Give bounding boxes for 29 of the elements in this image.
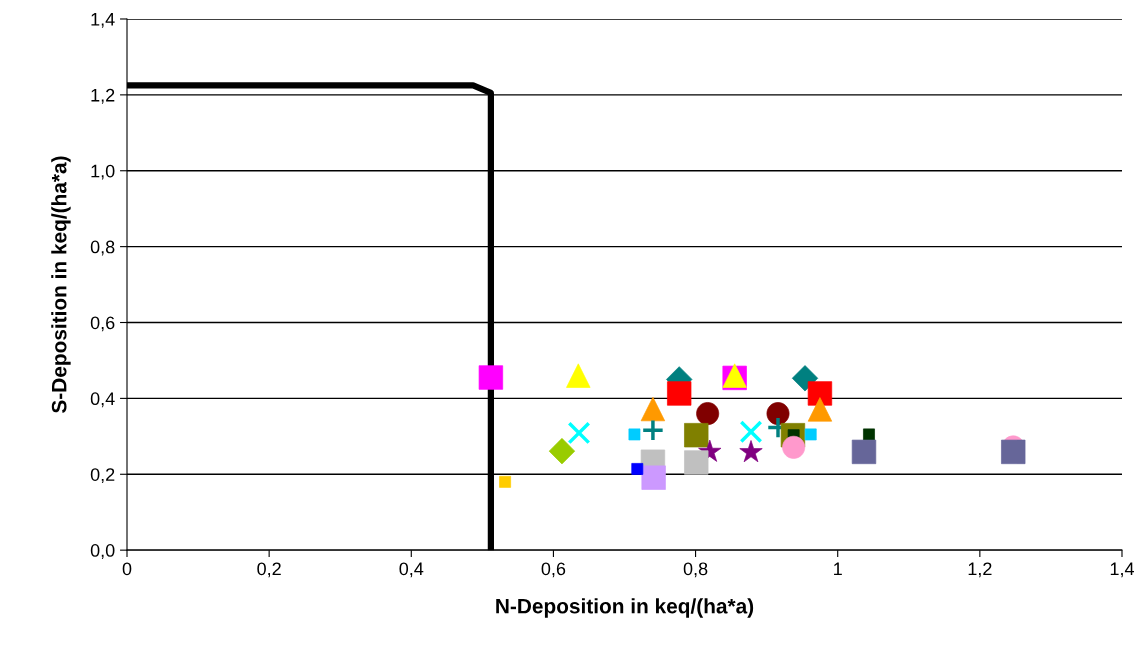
y-tick-label: 0,0 xyxy=(90,544,115,559)
y-tick-label: 1,4 xyxy=(91,13,115,28)
point xyxy=(640,396,666,422)
y-tick-label: 1,0 xyxy=(91,164,115,180)
x-tick-label: 0,4 xyxy=(399,562,424,578)
x-axis-title: N-Deposition in keq/(ha*a) xyxy=(496,598,754,618)
x-tick-label: 0 xyxy=(122,562,132,576)
point xyxy=(684,450,709,475)
point xyxy=(684,423,709,448)
point xyxy=(641,418,665,442)
y-tick-label: 0,2 xyxy=(90,468,115,484)
point xyxy=(567,421,591,445)
y-axis-title: S-Deposition in keq/(ha*a) xyxy=(51,156,71,414)
y-tick-label: 0,6 xyxy=(90,316,115,332)
point xyxy=(739,420,763,444)
point xyxy=(863,428,875,441)
point xyxy=(851,439,877,465)
x-tick-label: 0,2 xyxy=(257,562,281,578)
x-tick-label: 0,8 xyxy=(683,562,708,578)
y-tick-label: 0,8 xyxy=(90,240,115,256)
x-tick-label: 1,4 xyxy=(1110,562,1135,578)
x-tick-label: 1 xyxy=(834,562,842,576)
y-tick-label: 1,2 xyxy=(91,88,115,104)
point xyxy=(667,381,692,406)
x-tick-label: 1,2 xyxy=(968,562,992,578)
y-tick-label: 0,4 xyxy=(90,392,115,408)
point xyxy=(478,365,504,390)
x-tick-label: 0,6 xyxy=(541,562,566,578)
point xyxy=(807,397,833,422)
